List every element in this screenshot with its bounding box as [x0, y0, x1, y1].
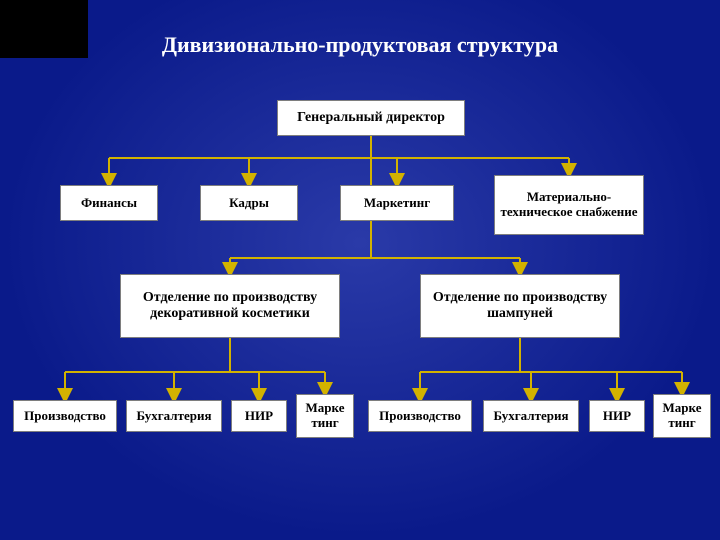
org-box-root: Генеральный директор: [277, 100, 465, 136]
org-box-kad: Кадры: [200, 185, 298, 221]
org-box-d2a: Производство: [368, 400, 472, 432]
org-box-mar: Маркетинг: [340, 185, 454, 221]
diagram-stage: Дивизионально-продуктовая структура Гене…: [0, 0, 720, 540]
org-box-d2b: Бухгалтерия: [483, 400, 579, 432]
org-box-d1a: Производство: [13, 400, 117, 432]
org-box-d1d: Марке тинг: [296, 394, 354, 438]
org-box-d1b: Бухгалтерия: [126, 400, 222, 432]
org-box-div1: Отделение по производству декоративной к…: [120, 274, 340, 338]
org-box-fin: Финансы: [60, 185, 158, 221]
org-box-d2c: НИР: [589, 400, 645, 432]
org-box-d2d: Марке тинг: [653, 394, 711, 438]
org-box-d1c: НИР: [231, 400, 287, 432]
org-box-mto: Материально-техническое снабжение: [494, 175, 644, 235]
connector-lines: [0, 0, 720, 540]
org-box-div2: Отделение по производству шампуней: [420, 274, 620, 338]
page-title: Дивизионально-продуктовая структура: [0, 32, 720, 58]
